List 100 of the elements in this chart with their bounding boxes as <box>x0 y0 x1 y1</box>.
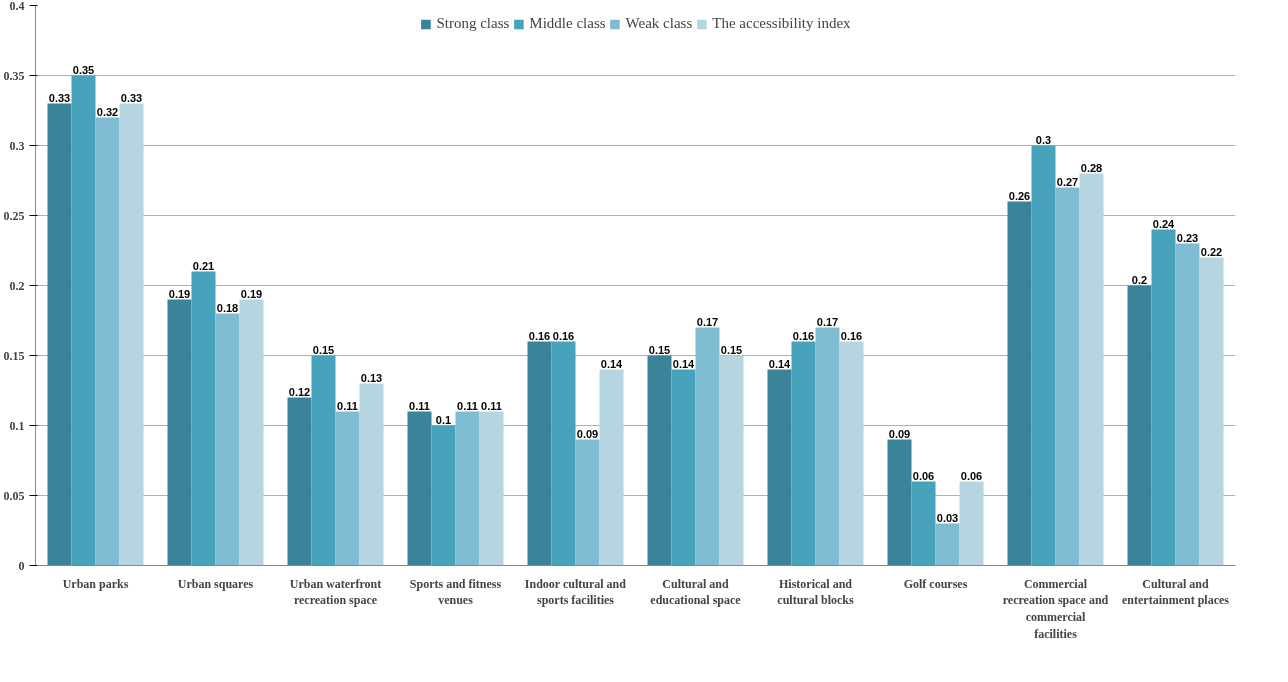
bar <box>47 103 72 566</box>
data-label: 0.11 <box>409 399 430 412</box>
data-label: 0.33 <box>120 91 143 104</box>
data-label: 0.3 <box>1035 133 1052 146</box>
data-label: 0.12 <box>288 385 311 398</box>
bar <box>431 425 456 566</box>
data-label: 0.14 <box>672 357 696 370</box>
x-tick-label: Sports and fitness venues <box>409 576 502 608</box>
bar <box>215 313 240 566</box>
x-tick-label: Urban squares <box>177 576 254 591</box>
bar <box>1079 173 1104 566</box>
data-label: 0.2 <box>1131 273 1148 286</box>
data-label: 0.16 <box>792 329 815 342</box>
data-label: 0.22 <box>1200 245 1223 258</box>
data-label: 0.16 <box>840 329 863 342</box>
bar <box>911 481 936 566</box>
bar <box>191 271 216 566</box>
bar <box>1151 229 1176 566</box>
bar <box>239 299 264 566</box>
y-tick-label: 0.15 <box>3 348 25 363</box>
bar <box>119 103 144 566</box>
data-label: 0.06 <box>912 469 935 482</box>
data-label: 0.15 <box>312 343 335 356</box>
bar <box>1127 285 1152 566</box>
data-label: 0.03 <box>936 511 959 524</box>
bar <box>647 355 672 566</box>
bar <box>575 439 600 566</box>
data-label: 0.16 <box>552 329 575 342</box>
bar <box>287 397 312 566</box>
data-label: 0.27 <box>1056 175 1079 188</box>
data-label: 0.16 <box>528 329 551 342</box>
data-label: 0.1 <box>435 413 452 426</box>
bar <box>455 411 480 566</box>
bar <box>671 369 696 566</box>
data-label: 0.23 <box>1176 231 1199 244</box>
bar <box>935 523 960 566</box>
x-tick-label: Urban waterfront recreation space <box>289 576 382 608</box>
y-tick-label: 0.4 <box>9 0 25 13</box>
x-tick-label: Golf courses <box>903 576 968 591</box>
bar <box>887 439 912 566</box>
data-label: 0.19 <box>168 287 191 300</box>
bar <box>791 341 816 566</box>
x-tick-label: Cultural and educational space <box>650 576 742 608</box>
bar <box>959 481 984 566</box>
x-tick-label: Indoor cultural and sports facilities <box>524 576 627 608</box>
data-label: 0.17 <box>816 315 839 328</box>
data-label: 0.14 <box>600 357 624 370</box>
data-label: 0.15 <box>720 343 743 356</box>
bar <box>479 411 504 566</box>
bar <box>815 327 840 566</box>
data-label: 0.24 <box>1152 217 1176 230</box>
bar <box>167 299 192 566</box>
bar <box>1031 145 1056 566</box>
data-label: 0.33 <box>48 91 71 104</box>
bar <box>1007 201 1032 566</box>
y-tick-label: 0.25 <box>3 208 25 223</box>
data-label: 0.11 <box>457 399 478 412</box>
bar <box>599 369 624 566</box>
y-tick-label: 0.35 <box>3 68 25 83</box>
legend-label: Middle class <box>529 15 606 32</box>
data-label: 0.13 <box>360 371 383 384</box>
data-label: 0.14 <box>768 357 792 370</box>
data-label: 0.32 <box>96 105 119 118</box>
bar <box>71 75 96 566</box>
bar <box>1199 257 1224 566</box>
x-tick-label: Commercial recreation space and commercial facilities <box>1002 576 1109 641</box>
data-label: 0.11 <box>337 399 358 412</box>
x-tick-label: Urban parks <box>62 576 129 591</box>
bar <box>767 369 792 566</box>
data-label: 0.28 <box>1080 161 1103 174</box>
y-tick-label: 0.2 <box>9 278 25 293</box>
bar <box>311 355 336 566</box>
bar <box>1175 243 1200 566</box>
x-tick-label: Historical and cultural blocks <box>777 576 854 608</box>
bar <box>695 327 720 566</box>
data-label: 0.19 <box>240 287 263 300</box>
data-label: 0.18 <box>216 301 239 314</box>
legend-label: Strong class <box>436 15 510 32</box>
bar <box>839 341 864 566</box>
data-label: 0.06 <box>960 469 983 482</box>
data-label: 0.26 <box>1008 189 1031 202</box>
bar <box>551 341 576 566</box>
data-label: 0.35 <box>72 63 95 76</box>
bar <box>407 411 432 566</box>
bar <box>1055 187 1080 566</box>
data-label: 0.17 <box>696 315 719 328</box>
y-tick-label: 0 <box>18 558 25 573</box>
bar <box>335 411 360 566</box>
bar <box>719 355 744 566</box>
legend-label: Weak class <box>625 15 693 32</box>
data-label: 0.15 <box>648 343 671 356</box>
legend-label: The accessibility index <box>712 15 851 32</box>
y-tick-label: 0.1 <box>9 418 25 433</box>
data-label: 0.09 <box>576 427 599 440</box>
data-label: 0.11 <box>481 399 502 412</box>
x-tick-label: Cultural and entertainment places <box>1122 576 1230 608</box>
bar <box>527 341 552 566</box>
y-tick-label: 0.3 <box>9 138 25 153</box>
bar <box>95 117 120 566</box>
data-label: 0.09 <box>888 427 911 440</box>
